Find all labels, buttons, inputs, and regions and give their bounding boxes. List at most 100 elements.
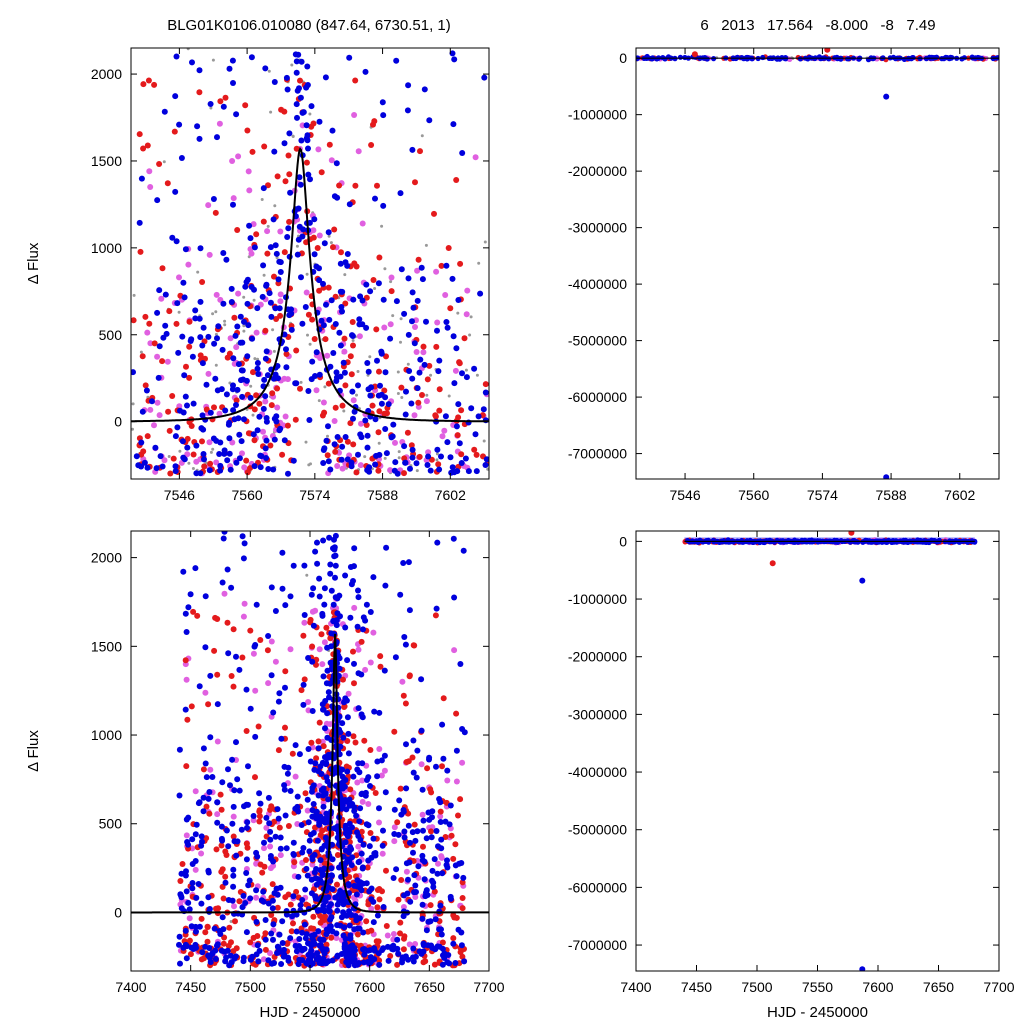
data-point-red	[277, 312, 284, 319]
data-point-gray	[214, 310, 218, 314]
data-point-red	[376, 254, 383, 261]
data-point-red	[417, 148, 423, 155]
data-point-gray	[329, 241, 333, 245]
data-point-blue	[348, 912, 355, 918]
data-point-blue	[219, 779, 226, 786]
data-point-red	[341, 704, 348, 710]
data-point-blue	[242, 283, 249, 290]
y-tick-label: 0	[619, 50, 627, 66]
data-point-red	[184, 716, 191, 723]
data-point-blue	[324, 734, 331, 741]
data-point-blue	[431, 856, 438, 863]
data-point-blue	[301, 612, 308, 618]
data-point-red	[278, 106, 285, 113]
data-point-blue	[255, 958, 262, 965]
data-point-blue	[247, 705, 254, 712]
data-point-red	[297, 77, 303, 84]
data-point-red	[131, 317, 137, 324]
data-point-red	[305, 311, 312, 318]
data-point-red	[262, 327, 269, 334]
data-point-blue	[266, 820, 273, 827]
data-point-blue	[189, 861, 196, 867]
data-point-red	[199, 279, 206, 285]
data-point-blue	[459, 150, 466, 156]
data-point-blue	[425, 918, 432, 925]
data-point-blue	[312, 895, 319, 902]
data-point-red	[309, 316, 316, 323]
data-point-red	[394, 819, 401, 826]
data-point-blue	[410, 958, 417, 965]
data-point-blue	[336, 655, 343, 662]
data-point-blue	[201, 456, 207, 463]
data-point-gray	[397, 450, 401, 454]
data-point-red	[455, 812, 461, 819]
y-axis-label: Δ Flux	[25, 730, 42, 772]
data-point-blue	[265, 466, 272, 472]
data-point-gray	[209, 106, 213, 110]
data-point-blue	[233, 111, 240, 118]
data-point-blue	[298, 822, 305, 828]
data-point-blue	[320, 902, 327, 909]
data-point-blue	[310, 782, 317, 789]
data-point-blue	[401, 443, 408, 450]
data-point-violet	[359, 798, 366, 805]
data-point-blue	[245, 882, 252, 889]
data-point-violet	[359, 220, 366, 227]
data-point-blue	[185, 604, 192, 611]
residual-point-blue	[682, 54, 688, 61]
data-point-blue	[244, 300, 251, 307]
data-point-blue	[268, 584, 275, 591]
data-point-blue	[401, 634, 408, 640]
data-point-red	[406, 673, 413, 680]
data-point-blue	[282, 812, 289, 819]
data-point-blue	[472, 431, 479, 438]
data-point-violet	[441, 427, 448, 434]
data-point-blue	[272, 608, 279, 614]
y-tick-label: 2000	[91, 550, 122, 566]
data-point-blue	[400, 560, 407, 566]
data-point-blue	[235, 361, 242, 368]
residual-point-blue	[826, 56, 832, 62]
data-point-blue	[317, 763, 324, 770]
data-point-blue	[378, 757, 385, 764]
data-point-blue	[194, 123, 201, 130]
data-point-blue	[312, 548, 319, 555]
data-point-red	[422, 958, 429, 965]
y-tick-label: -5000000	[568, 822, 627, 838]
data-point-blue	[423, 835, 430, 842]
data-point-violet	[362, 666, 369, 673]
data-point-blue	[321, 240, 328, 247]
data-point-red	[376, 886, 383, 892]
data-point-blue	[327, 923, 334, 930]
data-point-blue	[393, 866, 400, 873]
data-point-red	[231, 314, 238, 321]
data-point-blue	[221, 948, 228, 955]
data-point-red	[401, 470, 407, 477]
data-point-blue	[226, 65, 233, 72]
data-point-gray	[323, 385, 327, 389]
data-point-blue	[342, 839, 349, 846]
data-point-blue	[403, 388, 409, 395]
data-point-blue	[266, 290, 273, 297]
data-point-blue	[173, 53, 180, 60]
data-point-blue	[320, 792, 327, 799]
data-point-violet	[324, 352, 331, 359]
data-point-violet	[351, 604, 358, 611]
data-point-red	[459, 879, 466, 886]
data-point-blue	[400, 955, 407, 962]
data-point-violet	[185, 261, 192, 268]
data-point-red	[251, 437, 258, 444]
data-point-violet	[384, 932, 391, 939]
data-point-blue	[371, 945, 378, 952]
data-point-blue	[209, 951, 216, 958]
data-point-blue	[325, 458, 332, 465]
data-point-blue	[419, 276, 426, 283]
data-point-blue	[323, 960, 330, 967]
data-point-blue	[273, 250, 280, 257]
data-point-gray	[211, 58, 215, 62]
data-point-blue	[368, 896, 375, 903]
data-point-red	[309, 643, 316, 650]
data-point-blue	[228, 584, 235, 591]
data-point-blue	[229, 820, 236, 827]
data-point-blue	[320, 803, 327, 810]
